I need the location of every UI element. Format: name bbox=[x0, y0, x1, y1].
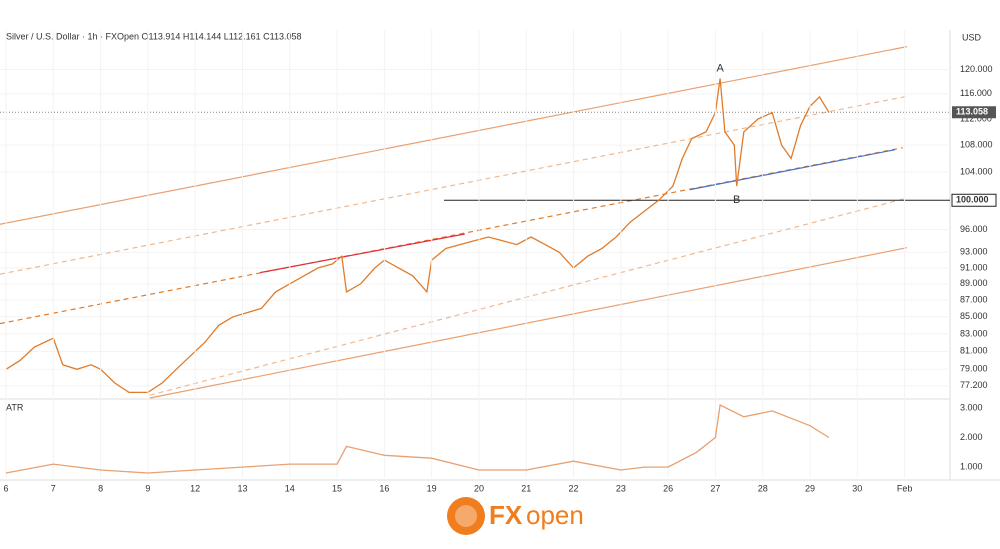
level-tag bbox=[951, 193, 997, 207]
annotation: A bbox=[716, 62, 724, 74]
x-tick-label: 23 bbox=[616, 483, 626, 493]
y-tick-label: 79.000 bbox=[960, 364, 988, 374]
x-tick-label: 8 bbox=[98, 483, 103, 493]
x-tick-label: 20 bbox=[474, 483, 484, 493]
x-tick-label: 15 bbox=[332, 483, 342, 493]
annotation: B bbox=[733, 194, 740, 206]
x-tick-label: 26 bbox=[663, 483, 673, 493]
x-tick-label: Feb bbox=[897, 483, 913, 493]
y-tick-label: 96.000 bbox=[960, 224, 988, 234]
logo-icon bbox=[447, 497, 485, 535]
y-tick-label: 93.000 bbox=[960, 247, 988, 257]
trendline bbox=[0, 95, 908, 275]
price-line bbox=[5, 404, 830, 474]
y-tick-label: 89.000 bbox=[960, 278, 988, 288]
y-tick-label: 112.000 bbox=[960, 113, 992, 123]
y-tick-label: 120.000 bbox=[960, 64, 993, 74]
x-tick-label: 13 bbox=[237, 483, 247, 493]
x-tick-label: 9 bbox=[145, 483, 150, 493]
y-tick-label: 3.000 bbox=[960, 402, 983, 412]
price-line bbox=[5, 78, 830, 394]
x-tick-label: 21 bbox=[521, 483, 531, 493]
trendline bbox=[149, 247, 908, 399]
x-tick-label: 30 bbox=[852, 483, 862, 493]
y-tick-label: 81.000 bbox=[960, 346, 988, 356]
y-tick-label: 108.000 bbox=[960, 139, 993, 149]
y-tick-label: 77.200 bbox=[960, 380, 988, 390]
atr-title: ATR bbox=[6, 402, 24, 412]
x-tick-label: 6 bbox=[3, 483, 8, 493]
logo-open: open bbox=[526, 500, 584, 530]
x-tick-label: 27 bbox=[710, 483, 720, 493]
last-price-tag bbox=[952, 106, 996, 119]
x-tick-label: 19 bbox=[427, 483, 437, 493]
y-tick-label: 116.000 bbox=[960, 88, 992, 98]
y-tick-label: 91.000 bbox=[960, 262, 988, 272]
y-tick-label: 2.000 bbox=[960, 432, 983, 442]
x-tick-label: 12 bbox=[190, 483, 200, 493]
y-tick-label: 104.000 bbox=[960, 167, 993, 177]
trendline bbox=[689, 149, 896, 191]
trendline bbox=[259, 233, 465, 274]
logo-icon-inner bbox=[455, 505, 477, 527]
level-label: 100.000 bbox=[956, 195, 989, 205]
y-tick-label: 87.000 bbox=[960, 295, 988, 305]
y-tick-label: 83.000 bbox=[960, 328, 988, 338]
chart-title: Silver / U.S. Dollar · 1h · FXOpen O113.… bbox=[6, 31, 302, 41]
logo-fx: FX bbox=[489, 500, 523, 530]
y-axis-label: USD bbox=[962, 32, 982, 42]
x-tick-label: 22 bbox=[569, 483, 579, 493]
x-tick-label: 29 bbox=[805, 483, 815, 493]
y-tick-label: 85.000 bbox=[960, 311, 988, 321]
y-tick-label: 1.000 bbox=[960, 461, 983, 471]
x-tick-label: 7 bbox=[51, 483, 56, 493]
trendline bbox=[0, 46, 908, 225]
last-price-label: 113.058 bbox=[956, 107, 988, 117]
x-tick-label: 28 bbox=[758, 483, 768, 493]
x-tick-label: 14 bbox=[285, 483, 295, 493]
trendline bbox=[149, 197, 908, 396]
x-tick-label: 16 bbox=[379, 483, 389, 493]
